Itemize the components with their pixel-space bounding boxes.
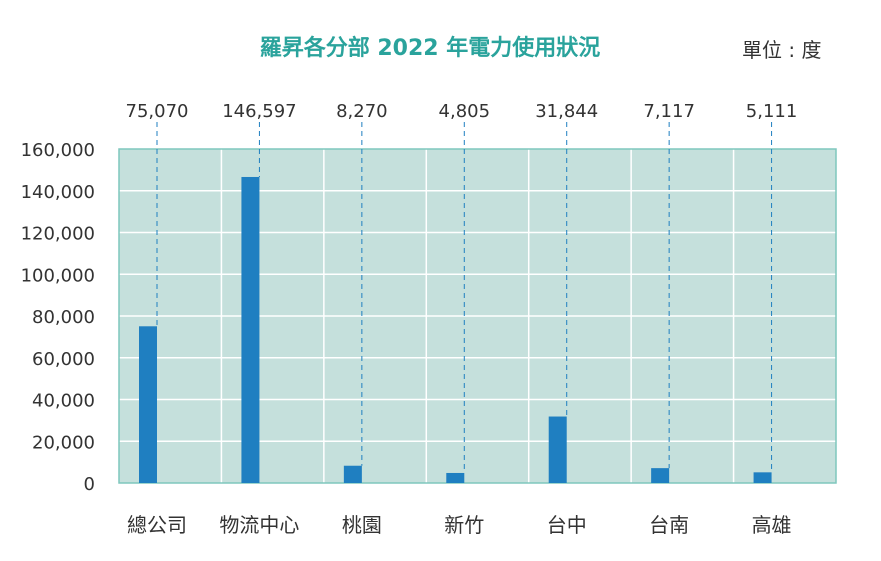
bar <box>651 468 670 483</box>
category-label: 物流中心 <box>219 513 299 537</box>
bar <box>446 472 465 483</box>
bar <box>139 326 157 483</box>
y-tick-label: 20,000 <box>32 432 95 453</box>
category-label: 台中 <box>547 513 587 537</box>
category-label: 桃園 <box>342 513 382 537</box>
chart-title: 羅昇各分部 2022 年電力使用狀況 <box>259 36 601 61</box>
bar <box>548 416 567 483</box>
plot-border <box>118 148 837 484</box>
category-label: 新竹 <box>444 513 484 537</box>
y-tick-label: 100,000 <box>21 265 95 286</box>
y-tick-label: 160,000 <box>21 140 95 161</box>
bar <box>241 176 260 483</box>
y-tick-label: 60,000 <box>32 349 95 370</box>
category-label: 台南 <box>649 513 689 537</box>
y-tick-label: 0 <box>84 474 95 495</box>
value-label: 31,844 <box>535 101 598 122</box>
y-tick-label: 80,000 <box>32 307 95 328</box>
unit-label: 單位 : 度 <box>742 38 822 62</box>
value-label: 8,270 <box>336 101 388 122</box>
value-label: 7,117 <box>643 101 695 122</box>
value-label: 146,597 <box>222 101 296 122</box>
bar <box>753 472 772 483</box>
category-label: 高雄 <box>752 513 792 537</box>
y-tick-label: 120,000 <box>21 224 95 245</box>
value-label: 4,805 <box>439 101 491 122</box>
value-label: 5,111 <box>746 101 798 122</box>
category-label: 總公司 <box>127 513 187 537</box>
y-tick-label: 40,000 <box>32 391 95 412</box>
value-label: 75,070 <box>126 101 189 122</box>
bar <box>343 465 362 483</box>
y-tick-label: 140,000 <box>21 182 95 203</box>
